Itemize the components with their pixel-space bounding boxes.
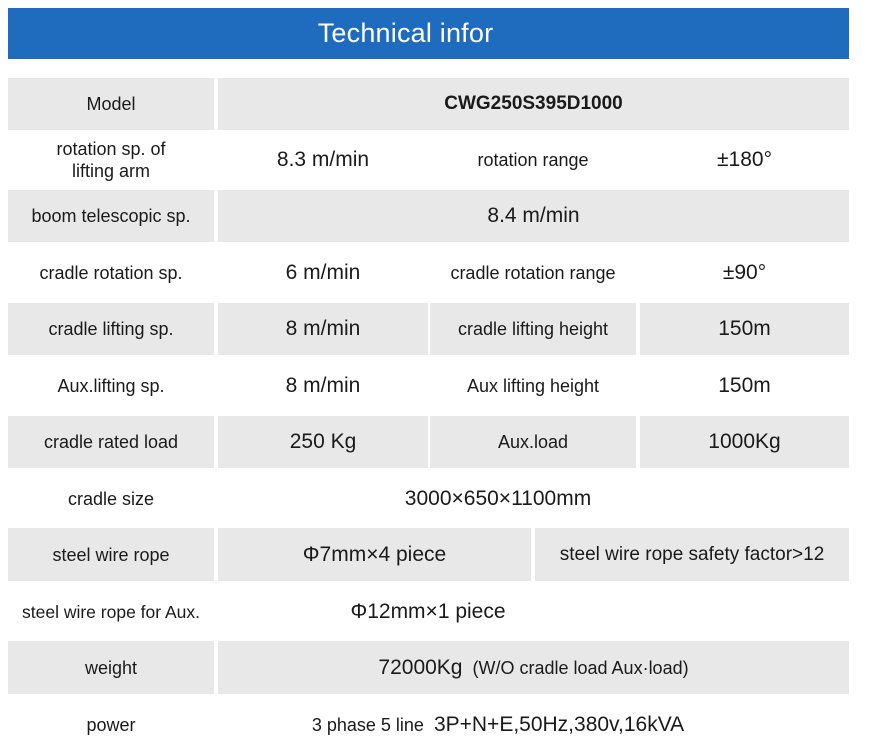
spec-value: 8.4 m/min — [218, 190, 849, 242]
spec-value-group: 72000Kg (W/O cradle load Aux·load) — [218, 641, 849, 694]
spec-value-2: steel wire rope safety factor>12 — [535, 528, 849, 581]
spec-row-cradle-size: cradle size 3000×650×1100mm — [8, 472, 849, 525]
spec-value-2: 150m — [640, 303, 849, 355]
spec-label: Model — [8, 78, 214, 130]
spec-label: Aux.lifting sp. — [57, 375, 165, 396]
spec-row-model: Model CWG250S395D1000 — [8, 78, 849, 130]
spec-value: 8.3 m/min — [276, 147, 370, 171]
spec-label: weight — [8, 641, 214, 694]
spec-value: 72000Kg — [378, 655, 463, 679]
page-title: Technical infor — [317, 18, 494, 48]
spec-label: steel wire rope for Aux. — [22, 601, 200, 622]
spec-value: 8 m/min — [285, 373, 361, 397]
spec-row-boom-telescopic: boom telescopic sp. 8.4 m/min — [8, 190, 849, 242]
spec-label: boom telescopic sp. — [8, 190, 214, 242]
spec-value: Φ12mm×1 piece — [350, 599, 506, 623]
spec-value-2: ±180° — [717, 147, 772, 171]
spec-label-2: cradle rotation range — [450, 262, 616, 283]
spec-label-2: cradle lifting height — [430, 303, 636, 355]
spec-note: 3 phase 5 line — [311, 714, 424, 735]
spec-value-group: 3 phase 5 line 3P+N+E,50Hz,380v,16kVA — [218, 698, 778, 751]
title-banner: Technical infor — [8, 8, 849, 59]
spec-label: cradle rotation sp. — [39, 262, 183, 283]
spec-row-aux-lifting: Aux.lifting sp. 8 m/min Aux lifting heig… — [8, 359, 849, 412]
spec-label: rotation sp. of lifting arm — [56, 138, 166, 181]
spec-row-steel-wire-rope-aux: steel wire rope for Aux. Φ12mm×1 piece — [8, 585, 849, 638]
spec-value: CWG250S395D1000 — [218, 78, 849, 130]
spec-note: (W/O cradle load Aux·load) — [472, 657, 689, 678]
spec-value-2: 1000Kg — [640, 416, 849, 468]
spec-value: 3000×650×1100mm — [404, 486, 592, 510]
spec-row-steel-wire-rope: steel wire rope Φ7mm×4 piece steel wire … — [8, 528, 849, 581]
spec-label-2: rotation range — [477, 149, 589, 170]
spec-label: cradle size — [67, 488, 155, 509]
spec-row-rotation: rotation sp. of lifting arm 8.3 m/min ro… — [8, 133, 849, 186]
spec-row-weight: weight 72000Kg (W/O cradle load Aux·load… — [8, 641, 849, 694]
spec-label-2: Aux lifting height — [466, 375, 600, 396]
spec-value: 8 m/min — [218, 303, 428, 355]
spec-value: 3P+N+E,50Hz,380v,16kVA — [433, 712, 685, 736]
spec-label-2: Aux.load — [430, 416, 636, 468]
spec-label: steel wire rope — [8, 528, 214, 581]
spec-row-power: power 3 phase 5 line 3P+N+E,50Hz,380v,16… — [8, 698, 849, 751]
spec-label: cradle lifting sp. — [8, 303, 214, 355]
spec-value-2: 150m — [718, 373, 771, 397]
spec-row-cradle-lifting: cradle lifting sp. 8 m/min cradle liftin… — [8, 303, 849, 355]
spec-label: power — [86, 714, 136, 735]
spec-value: Φ7mm×4 piece — [218, 528, 531, 581]
spec-value-2: ±90° — [722, 260, 767, 284]
spec-label: cradle rated load — [8, 416, 214, 468]
spec-row-cradle-rotation: cradle rotation sp. 6 m/min cradle rotat… — [8, 246, 849, 299]
spec-row-cradle-rated-load: cradle rated load 250 Kg Aux.load 1000Kg — [8, 416, 849, 468]
spec-value: 250 Kg — [218, 416, 428, 468]
spec-value: 6 m/min — [285, 260, 361, 284]
